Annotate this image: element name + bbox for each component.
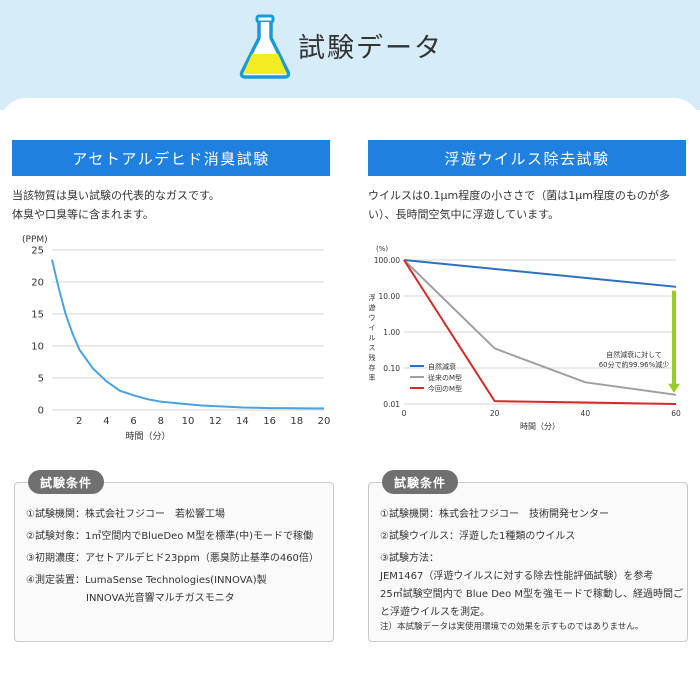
x-axis-label: 時間（分） bbox=[520, 422, 560, 431]
x-tick-label: 20 bbox=[318, 416, 331, 427]
y-tick-label: 10 bbox=[31, 342, 44, 353]
y-tick-label: 25 bbox=[31, 246, 44, 257]
reduction-annotation: 60分で約99.96%減少 bbox=[599, 360, 670, 369]
y-axis-label-char: 遊 bbox=[369, 303, 376, 312]
x-tick-label: 6 bbox=[130, 416, 136, 427]
right-condition-line: と浮遊ウイルスを測定。 bbox=[380, 607, 490, 618]
x-tick-label: 18 bbox=[290, 416, 303, 427]
x-tick-label: 2 bbox=[76, 416, 82, 427]
reduction-annotation: 自然減衰に対して bbox=[606, 350, 662, 359]
y-tick-label: 100.00 bbox=[374, 256, 400, 265]
virus-removal-header: 浮遊ウイルス除去試験 bbox=[368, 140, 686, 176]
x-tick-label: 16 bbox=[263, 416, 276, 427]
x-tick-label: 0 bbox=[402, 409, 407, 418]
top-band bbox=[0, 0, 700, 110]
reduction-arrow-head bbox=[668, 383, 680, 393]
y-tick-label: 0.10 bbox=[383, 364, 400, 373]
y-axis-label-char: イ bbox=[369, 324, 376, 332]
left-conditions-badge: 試験条件 bbox=[28, 470, 105, 494]
deodorization-header: アセトアルデヒド消臭試験 bbox=[12, 140, 330, 176]
right-conditions-box bbox=[368, 482, 688, 642]
virus-description-line: ウイルスは0.1μm程度の小ささで（菌は1μm程度のものが多 bbox=[368, 189, 670, 202]
y-tick-label: 10.00 bbox=[379, 292, 401, 301]
x-tick-label: 40 bbox=[581, 409, 591, 418]
y-axis-unit: (%) bbox=[376, 245, 388, 253]
legend-label: 今回のM型 bbox=[428, 384, 462, 393]
y-tick-label: 15 bbox=[31, 310, 44, 321]
legend-label: 従来のM型 bbox=[428, 373, 462, 382]
series-line bbox=[51, 259, 324, 410]
right-condition-line: ②試験ウイルス：浮遊した1種類のウイルス bbox=[380, 531, 576, 542]
right-condition-line: 25㎥試験空間内で Blue Deo M型を強モードで稼動し、経過時間ご bbox=[380, 589, 683, 600]
y-axis-label-char: 率 bbox=[369, 373, 376, 382]
series-line bbox=[403, 259, 677, 396]
x-tick-label: 20 bbox=[490, 409, 500, 418]
flask-icon bbox=[239, 14, 291, 79]
virus-description-line: い）、長時間空気中に浮遊しています。 bbox=[368, 208, 560, 221]
y-axis-label-char: ウ bbox=[369, 314, 376, 322]
y-axis-label-char: 残 bbox=[369, 353, 376, 362]
y-axis-label-char: 浮 bbox=[369, 293, 376, 302]
y-tick-label: 5 bbox=[38, 374, 44, 385]
y-axis-label-char: ス bbox=[369, 344, 376, 352]
legend-label: 自然減衰 bbox=[428, 362, 456, 371]
deodorization-description-line: 体臭や口臭等に含まれます。 bbox=[12, 208, 154, 221]
y-axis-label-char: ル bbox=[369, 334, 376, 342]
page-title: 試験データ bbox=[298, 33, 443, 64]
left-condition-line: ④測定装置：LumaSense Technologies(INNOVA)製 bbox=[26, 575, 267, 586]
x-tick-label: 14 bbox=[236, 416, 249, 427]
right-condition-line: JEM1467（浮遊ウイルスに対する除去性能評価試験）を参考 bbox=[380, 571, 654, 582]
left-condition-line: ①試験機関：株式会社フジコー 若松響工場 bbox=[26, 509, 225, 520]
x-tick-label: 8 bbox=[158, 416, 164, 427]
right-condition-line: ①試験機関：株式会社フジコー 技術開発センター bbox=[380, 509, 609, 520]
left-condition-line: ②試験対象：1㎥空間内でBlueDeo M型を標準(中)モードで稼働 bbox=[26, 531, 314, 542]
y-axis-label: (PPM) bbox=[22, 235, 48, 245]
right-conditions-badge: 試験条件 bbox=[382, 470, 459, 494]
y-tick-label: 1.00 bbox=[383, 328, 400, 337]
series-line bbox=[403, 259, 677, 405]
top-curve bbox=[0, 98, 700, 128]
y-tick-label: 0.01 bbox=[383, 400, 400, 409]
x-tick-label: 4 bbox=[103, 416, 109, 427]
left-condition-line: ③初期濃度：アセトアルデヒド23ppm（悪臭防止基準の460倍） bbox=[26, 553, 319, 564]
left-condition-line: INNOVA光音響マルチガスモニタ bbox=[86, 593, 235, 604]
y-tick-label: 20 bbox=[31, 278, 44, 289]
virus-chart: 100.00 10.00 1.00 0.10 0.010 20 40 60 (%) 浮遊ウイルス残… bbox=[369, 245, 681, 431]
y-axis-label-char: 存 bbox=[369, 363, 376, 372]
acetaldehyde-chart: 0 5 10 15 20 25 2 4 6 8 10 12 14 16 18 20 (PPM) 時間（分） bbox=[22, 235, 331, 442]
series-line bbox=[403, 259, 677, 288]
deodorization-description-line: 当該物質は臭い試験の代表的なガスです。 bbox=[12, 189, 220, 202]
x-axis-label: 時間（分） bbox=[125, 431, 170, 442]
y-tick-label: 0 bbox=[38, 406, 44, 417]
virus-description: ウイルスは0.1μm程度の小ささで（菌は1μm程度のものが多 い）、長時間空気中… bbox=[368, 186, 670, 224]
x-tick-label: 12 bbox=[209, 416, 222, 427]
right-condition-line: ③試験方法： bbox=[380, 553, 439, 564]
x-tick-label: 10 bbox=[182, 416, 195, 427]
left-conditions-box bbox=[14, 482, 334, 642]
right-conditions-note: 注）本試験データは実使用環境での効果を示すものではありません。 bbox=[380, 622, 644, 632]
deodorization-description: 当該物質は臭い試験の代表的なガスです。 体臭や口臭等に含まれます。 bbox=[12, 186, 220, 224]
x-tick-label: 60 bbox=[671, 409, 681, 418]
